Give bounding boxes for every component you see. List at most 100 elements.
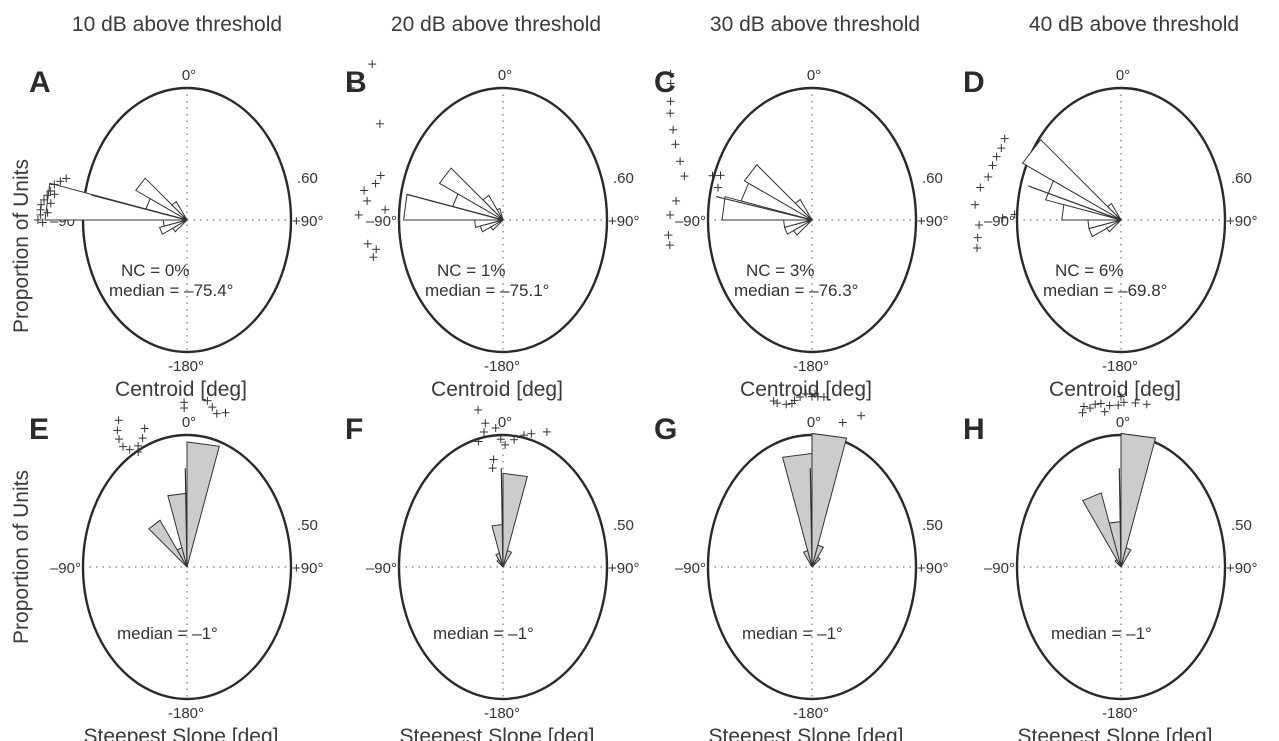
- scatter-point: [666, 109, 675, 118]
- radius-scale-label: .60: [297, 170, 318, 187]
- angle-label-top: 0°: [182, 414, 196, 431]
- panel-letter: B: [345, 66, 367, 99]
- scatter-point: [838, 418, 847, 427]
- histogram-wedge: [1114, 558, 1122, 568]
- angle-label-right: +90°: [292, 560, 323, 577]
- x-axis-label: Steepest Slope [deg]: [84, 725, 279, 741]
- histogram-wedge: [1120, 547, 1132, 568]
- scatter-point: [372, 245, 381, 254]
- scatter-point: [360, 186, 369, 195]
- scatter-point: [113, 426, 122, 435]
- angle-label-right: +90°: [608, 560, 639, 577]
- histogram-wedge: [781, 452, 813, 568]
- angle-label-left: –90°: [984, 560, 1015, 577]
- histogram-wedge: [148, 519, 188, 568]
- panel-d: D 0° -180° –90° +90° .60 NC = 6%median = –69.8…: [963, 66, 1257, 401]
- angle-label-bottom: -180°: [484, 705, 520, 722]
- scatter-point: [363, 239, 372, 248]
- scatter-point: [1100, 407, 1109, 416]
- median-label: median = –76.3°: [734, 281, 858, 300]
- scatter-point: [36, 210, 45, 219]
- column-title-3: 30 dB above threshold: [710, 13, 920, 36]
- scatter-point: [480, 428, 488, 436]
- scatter-point: [782, 400, 791, 409]
- histogram-wedge: [502, 472, 528, 568]
- angle-label-top: 0°: [807, 414, 821, 431]
- scatter-point: [714, 183, 722, 192]
- histogram-wedge: [1081, 492, 1122, 568]
- scatter-point: [973, 233, 982, 242]
- scatter-point: [140, 424, 149, 433]
- scatter-point: [375, 119, 384, 128]
- x-axis-label: Steepest Slope [deg]: [400, 725, 595, 741]
- radius-scale-label: .50: [922, 517, 943, 534]
- scatter-point: [180, 398, 189, 407]
- angle-label-left: –90°: [984, 213, 1015, 230]
- scatter-point: [1000, 134, 1009, 143]
- scatter-point: [114, 416, 123, 425]
- scatter-point: [680, 172, 689, 181]
- row-1-ylabel: Proportion of Units: [10, 159, 33, 333]
- scatter-point: [769, 397, 778, 405]
- angle-label-left: –90°: [366, 213, 397, 230]
- scatter-point: [381, 205, 390, 214]
- nc-label: NC = 3%: [746, 261, 815, 280]
- scatter-point: [664, 231, 673, 240]
- angle-label-right: +90°: [917, 213, 948, 230]
- median-line: [1028, 185, 1122, 221]
- scatter-point: [665, 241, 674, 250]
- x-axis-label: Steepest Slope [deg]: [1018, 725, 1213, 741]
- scatter-point: [708, 171, 717, 180]
- scatter-point: [62, 174, 71, 183]
- nc-label: NC = 0%: [121, 261, 190, 280]
- scatter-point: [1119, 398, 1128, 407]
- scatter-point: [481, 419, 490, 428]
- median-label: median = –1°: [117, 624, 218, 643]
- scatter-point: [519, 431, 528, 440]
- scatter-point: [716, 171, 725, 180]
- panel-f: F 0° -180° –90° +90° .50 median = –1° Steepest …: [345, 405, 639, 741]
- scatter-point: [676, 157, 685, 166]
- scatter-point: [376, 171, 385, 180]
- scatter-point: [542, 427, 551, 436]
- scatter-point: [802, 389, 810, 398]
- angle-label-left: –90°: [675, 560, 706, 577]
- scatter-point: [347, 84, 356, 92]
- histogram-wedge: [1120, 432, 1157, 568]
- median-label: median = –1°: [433, 624, 534, 643]
- column-title-2: 20 dB above threshold: [391, 13, 601, 36]
- scatter-point: [496, 435, 505, 444]
- radius-scale-label: .60: [1231, 170, 1252, 187]
- histogram-wedge: [802, 549, 813, 568]
- angle-label-right: +90°: [1226, 560, 1257, 577]
- angle-label-right: +90°: [292, 213, 323, 230]
- panels: A 0° -180° –90° +90° .60 NC = 0%median = –75.4…: [29, 60, 1257, 741]
- row-2-ylabel: Proportion of Units: [10, 470, 33, 644]
- radius-scale-label: .50: [297, 517, 318, 534]
- median-label: median = –75.4°: [109, 281, 233, 300]
- panel-h: H 0° -180° –90° +90° .50 median = –1° Steepest …: [963, 392, 1257, 741]
- scatter-point: [368, 60, 377, 69]
- scatter-point: [773, 399, 782, 408]
- scatter-point: [790, 396, 799, 405]
- histogram-wedge: [811, 556, 821, 568]
- x-axis-label: Steepest Slope [deg]: [709, 725, 904, 741]
- scatter-point: [671, 140, 680, 149]
- median-line: [1118, 468, 1122, 568]
- scatter-point: [43, 208, 52, 217]
- panel-g: G 0° -180° –90° +90° .50 median = –1° Steepest …: [654, 389, 948, 741]
- panel-letter: D: [963, 66, 985, 99]
- x-axis-label: Centroid [deg]: [431, 378, 563, 401]
- scatter-point: [369, 253, 378, 262]
- scatter-point: [125, 445, 134, 454]
- scatter-point: [38, 218, 47, 227]
- angle-label-right: +90°: [1226, 213, 1257, 230]
- scatter-point: [1010, 210, 1019, 219]
- scatter-point: [1114, 401, 1123, 410]
- scatter-point: [1096, 399, 1105, 408]
- panel-letter: E: [29, 413, 49, 446]
- scatter-point: [666, 97, 675, 106]
- panel-c: C 0° -180° –90° +90° .60 NC = 3%median = –76.3…: [654, 66, 948, 401]
- scatter-point: [56, 177, 65, 186]
- column-title-1: 10 dB above threshold: [72, 13, 282, 36]
